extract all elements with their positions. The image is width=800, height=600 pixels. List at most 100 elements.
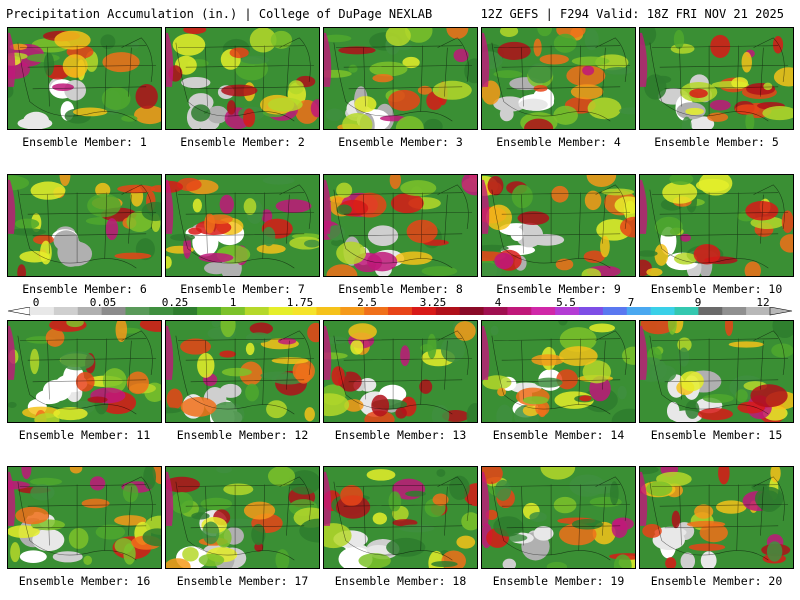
colorbar-swatch	[459, 307, 485, 315]
precip-map	[482, 28, 635, 129]
precip-map	[166, 467, 319, 568]
member-caption: Ensemble Member: 1	[22, 135, 147, 149]
map-panel	[7, 174, 162, 277]
precip-map	[324, 321, 477, 422]
colorbar-swatch	[197, 307, 222, 315]
colorbar-swatch	[101, 307, 126, 315]
member-caption: Ensemble Member: 12	[176, 428, 309, 442]
colorbar-swatch	[340, 307, 365, 315]
precip-map	[324, 28, 477, 129]
member-caption: Ensemble Member: 19	[492, 574, 625, 588]
run-info: 12Z GEFS | F294 Valid: 18Z FRI NOV 21 20…	[480, 7, 784, 21]
precip-map	[482, 175, 635, 276]
colorbar-swatch	[507, 307, 532, 315]
colorbar-min-arrow	[7, 307, 31, 316]
member-caption: Ensemble Member: 9	[496, 282, 621, 296]
map-panel	[639, 466, 794, 569]
precip-map	[8, 175, 161, 276]
colorbar-swatch	[316, 307, 341, 315]
colorbar-tick-label: 9	[694, 296, 702, 309]
map-panel	[481, 27, 636, 130]
colorbar-max-arrow	[769, 307, 793, 316]
precip-map	[640, 321, 793, 422]
member-caption: Ensemble Member: 5	[654, 135, 779, 149]
colorbar-swatch	[483, 307, 508, 315]
map-panel	[323, 174, 478, 277]
colorbar-tick-label: 0	[32, 296, 40, 309]
precip-map	[640, 467, 793, 568]
colorbar-swatch	[30, 307, 55, 315]
colorbar-swatch	[746, 307, 771, 315]
precip-map	[166, 175, 319, 276]
page-title: Precipitation Accumulation (in.) | Colle…	[6, 7, 433, 21]
colorbar-tick-label: 1	[229, 296, 237, 309]
colorbar-swatch	[220, 307, 246, 315]
map-panel	[165, 174, 320, 277]
member-caption: Ensemble Member: 4	[496, 135, 621, 149]
colorbar-swatch	[579, 307, 604, 315]
map-panel	[323, 466, 478, 569]
colorbar-tick-label: 0.25	[161, 296, 189, 309]
map-panel	[481, 320, 636, 423]
colorbar-swatch	[602, 307, 628, 315]
colorbar-swatch	[435, 307, 461, 315]
colorbar-swatch	[722, 307, 747, 315]
member-caption: Ensemble Member: 11	[18, 428, 151, 442]
member-caption: Ensemble Member: 10	[650, 282, 783, 296]
member-caption: Ensemble Member: 17	[176, 574, 309, 588]
map-panel	[7, 466, 162, 569]
precip-map	[8, 28, 161, 129]
map-panel	[639, 27, 794, 130]
colorbar-tick-label: 0.05	[89, 296, 117, 309]
precip-map	[640, 28, 793, 129]
member-caption: Ensemble Member: 2	[180, 135, 305, 149]
colorbar: 0 0.05 0.25 1 1.75 2.5 3.25 4 5.5 7 9 12	[0, 296, 800, 318]
colorbar-tick-label: 7	[627, 296, 635, 309]
member-caption: Ensemble Member: 6	[22, 282, 147, 296]
colorbar-swatch	[53, 307, 79, 315]
map-panel	[165, 27, 320, 130]
colorbar-swatch	[531, 307, 556, 315]
precip-map	[166, 28, 319, 129]
member-caption: Ensemble Member: 15	[650, 428, 783, 442]
colorbar-scale	[7, 307, 793, 316]
colorbar-swatch	[364, 307, 389, 315]
colorbar-swatch	[411, 307, 437, 315]
colorbar-swatch	[555, 307, 580, 315]
map-panel	[165, 466, 320, 569]
colorbar-tick-label: 4	[494, 296, 502, 309]
member-caption: Ensemble Member: 20	[650, 574, 783, 588]
precip-map	[482, 467, 635, 568]
colorbar-tick-label: 3.25	[419, 296, 447, 309]
colorbar-swatch	[650, 307, 676, 315]
map-panel	[481, 466, 636, 569]
precip-map	[324, 175, 477, 276]
colorbar-tick-label: 5.5	[556, 296, 576, 309]
member-caption: Ensemble Member: 8	[338, 282, 463, 296]
map-panel	[323, 27, 478, 130]
map-panel	[7, 320, 162, 423]
colorbar-swatch	[173, 307, 198, 315]
colorbar-tick-label: 2.5	[357, 296, 377, 309]
map-panel	[639, 320, 794, 423]
colorbar-swatch	[292, 307, 317, 315]
member-caption: Ensemble Member: 7	[180, 282, 305, 296]
map-panel	[7, 27, 162, 130]
precip-map	[324, 467, 477, 568]
colorbar-swatch	[149, 307, 174, 315]
precip-map	[8, 467, 161, 568]
precip-map	[482, 321, 635, 422]
member-caption: Ensemble Member: 13	[334, 428, 467, 442]
map-panel	[323, 320, 478, 423]
colorbar-swatch	[626, 307, 652, 315]
map-panel	[165, 320, 320, 423]
map-panel	[481, 174, 636, 277]
member-caption: Ensemble Member: 14	[492, 428, 625, 442]
member-caption: Ensemble Member: 16	[18, 574, 151, 588]
member-caption: Ensemble Member: 18	[334, 574, 467, 588]
colorbar-swatch	[268, 307, 294, 315]
precip-map	[640, 175, 793, 276]
colorbar-swatch	[674, 307, 699, 315]
precip-map	[166, 321, 319, 422]
colorbar-tick-label: 1.75	[286, 296, 314, 309]
